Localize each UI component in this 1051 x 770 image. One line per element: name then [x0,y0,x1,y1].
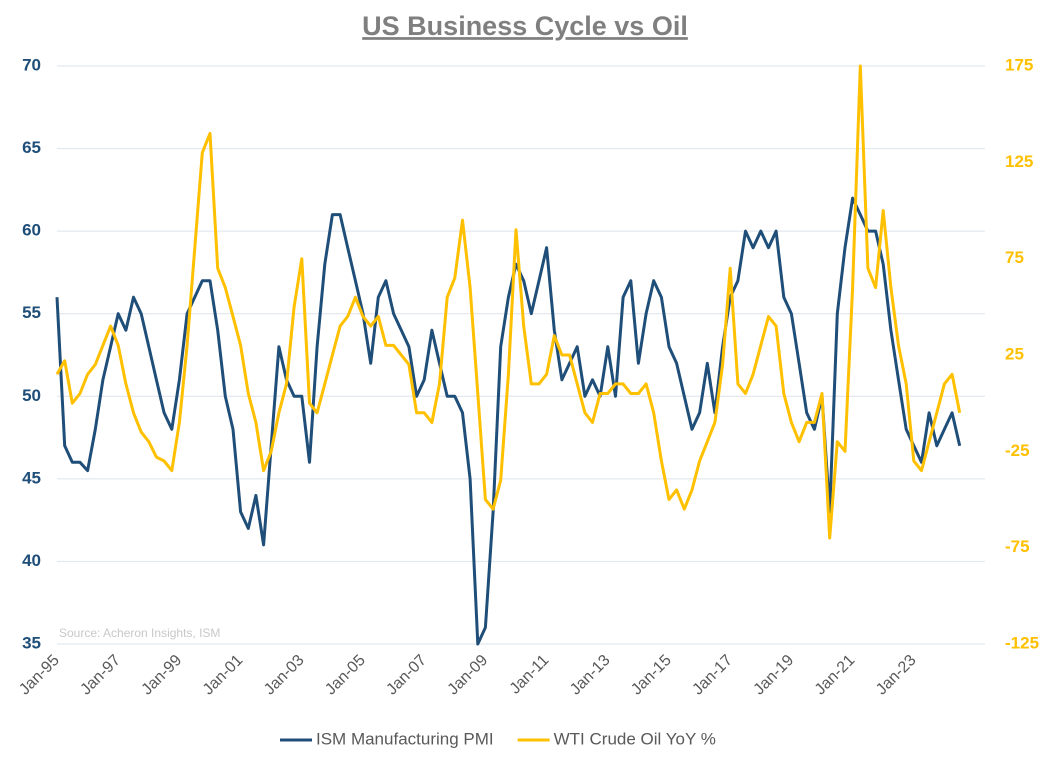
source: Source: Acheron Insights, ISM [59,626,220,640]
y2-tick-label: -75 [1005,537,1030,556]
x-tick-label: Jan-09 [445,652,492,699]
x-tick-label: Jan-19 [751,652,798,699]
x-tick-label: Jan-21 [812,652,859,699]
y-tick-label: 65 [22,138,41,157]
y2-tick-label: -25 [1005,441,1030,460]
x-tick-label: Jan-97 [77,652,124,699]
y-tick-label: 55 [22,303,41,322]
y2-tick-label: 75 [1005,248,1024,267]
x-tick-label: Jan-11 [507,652,553,698]
y-tick-label: 40 [22,551,41,570]
x-tick-label: Jan-01 [200,652,247,699]
y2-tick-label: 125 [1005,152,1033,171]
y2-tick-label: 175 [1005,55,1033,74]
x-tick-label: Jan-99 [139,652,186,699]
y2-tick-label: 25 [1005,344,1024,363]
x-tick-label: Jan-17 [689,652,736,699]
chart-title: US Business Cycle vs Oil [362,11,688,41]
y-tick-label: 50 [22,386,41,405]
legend-label: ISM Manufacturing PMI [316,729,494,748]
y-tick-label: 45 [22,468,41,487]
x-tick-label: Jan-05 [322,652,369,699]
legend-label: WTI Crude Oil YoY % [554,729,716,748]
x-tick-label: Jan-03 [261,652,308,699]
x-tick-label: Jan-95 [16,652,63,699]
y-tick-label: 60 [22,221,41,240]
series-line [55,64,962,540]
y-tick-label: 35 [22,633,41,652]
y2-tick-label: -125 [1005,633,1039,652]
y-tick-label: 70 [22,55,41,74]
series-line [55,196,962,646]
x-tick-label: Jan-23 [873,652,920,699]
x-tick-label: Jan-07 [383,652,430,699]
x-tick-label: Jan-13 [567,652,614,699]
x-tick-label: Jan-15 [628,652,675,699]
